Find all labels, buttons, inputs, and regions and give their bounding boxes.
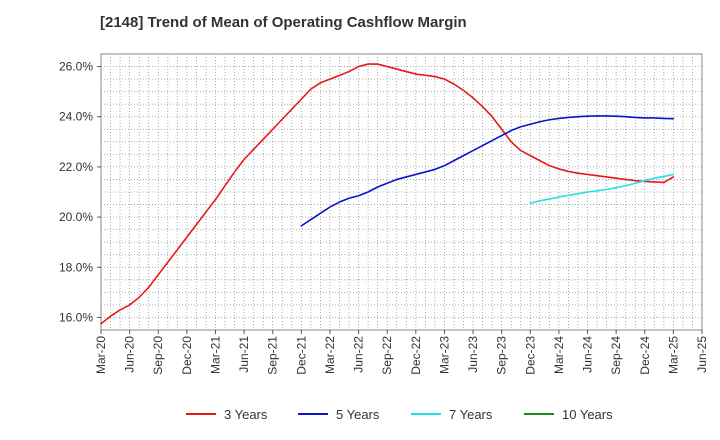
x-tick-label: Jun-22 [352,336,366,373]
x-tick-label: Dec-22 [409,336,423,375]
y-tick-label: 20.0% [59,210,93,224]
legend: 3 Years 5 Years 7 Years 10 Years [186,407,613,422]
chart-title: [2148] Trend of Mean of Operating Cashfl… [100,14,467,31]
y-tick-label: 24.0% [59,110,93,124]
y-tick-label: 26.0% [59,60,93,74]
x-tick-label: Jun-25 [695,336,709,373]
x-tick-label: Mar-22 [323,336,337,374]
x-axis: Mar-20 Jun-20 Sep-20 Dec-20 Mar-21 Jun-21 Sep-… [94,330,709,375]
series-layer [100,63,675,325]
x-tick-label: Sep-23 [495,336,509,375]
x-tick-label: Mar-24 [552,336,566,374]
x-tick-label: Jun-20 [123,336,137,373]
legend-label-3-years: 3 Years [224,407,268,422]
y-tick-label: 16.0% [59,310,93,324]
x-tick-label: Jun-24 [581,336,595,373]
series-line-7-years [529,173,675,205]
legend-label-7-years: 7 Years [449,407,493,422]
x-tick-label: Sep-24 [609,336,623,375]
x-tick-label: Mar-21 [208,336,222,374]
x-tick-label: Dec-24 [638,336,652,375]
y-tick-label: 18.0% [59,260,93,274]
x-tick-label: Sep-21 [266,336,280,375]
y-axis: 16.0% 18.0% 20.0% 22.0% 24.0% 26.0% [59,60,101,324]
series-line-5-years [300,115,675,227]
legend-label-5-years: 5 Years [336,407,380,422]
legend-label-10-years: 10 Years [562,407,613,422]
x-tick-label: Jun-23 [466,336,480,373]
x-tick-label: Sep-20 [151,336,165,375]
x-tick-label: Mar-23 [437,336,451,374]
x-tick-label: Jun-21 [237,336,251,373]
x-tick-label: Dec-23 [523,336,537,375]
x-tick-label: Sep-22 [380,336,394,375]
x-tick-label: Dec-20 [180,336,194,375]
y-tick-label: 22.0% [59,160,93,174]
x-tick-label: Dec-21 [294,336,308,375]
series-line-3-years [100,63,675,325]
x-tick-label: Mar-25 [666,336,680,374]
x-tick-label: Mar-20 [94,336,108,374]
